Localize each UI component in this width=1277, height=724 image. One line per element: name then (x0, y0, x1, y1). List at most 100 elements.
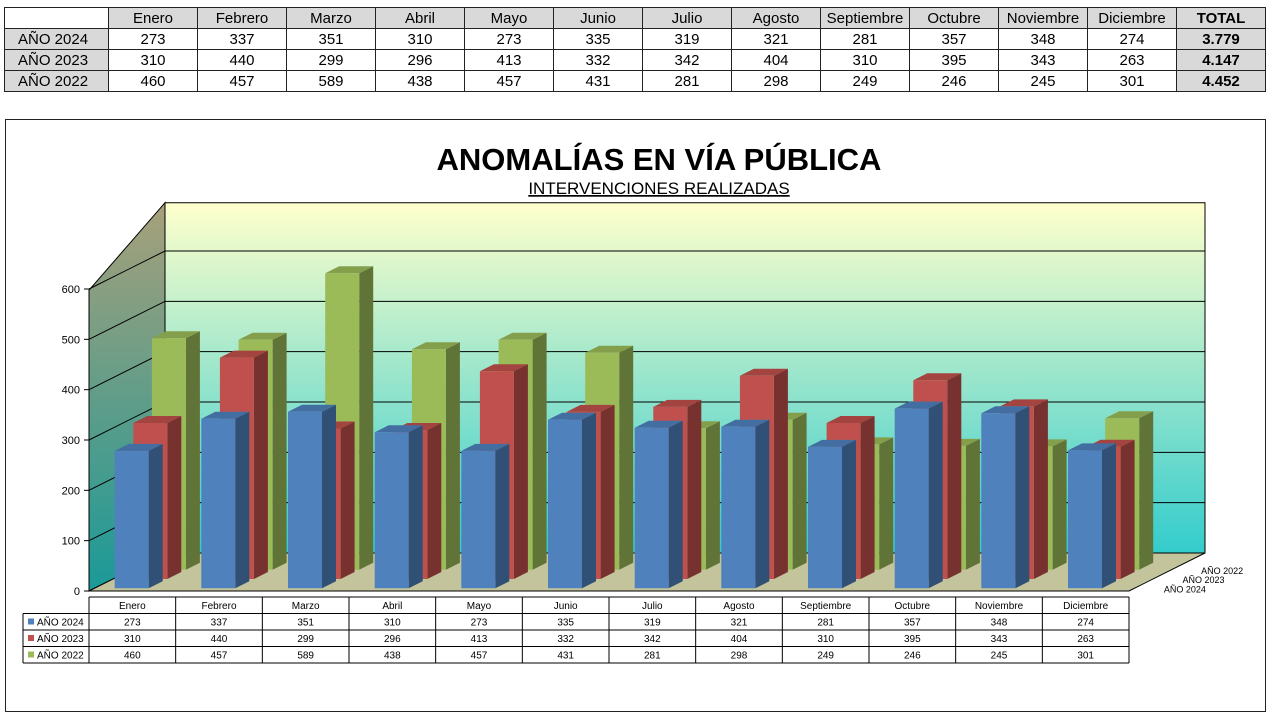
x-tick-label: Mayo (467, 601, 492, 612)
table-cell: 273 (108, 28, 198, 50)
bar (981, 413, 1016, 589)
table-cell: 589 (286, 70, 376, 92)
legend-label: AÑO 2023 (37, 632, 84, 645)
table-cell: 245 (998, 70, 1088, 92)
header-month: Junio (553, 7, 643, 29)
data-label: 337 (211, 618, 228, 629)
data-label: 310 (384, 618, 401, 629)
bar-side (408, 425, 423, 589)
bar-side (322, 404, 336, 589)
bar-top (894, 401, 943, 409)
table-row: AÑO 2023 310 440 299 296 413 332 342 404 310 395 34… (4, 49, 1266, 71)
data-label: 460 (124, 651, 141, 662)
bar-top (999, 399, 1048, 407)
bar-side (272, 332, 287, 570)
corner-cell (4, 7, 109, 29)
data-label: 296 (384, 634, 401, 645)
table-cell: 404 (731, 49, 821, 71)
gridline (88, 300, 1205, 340)
bar-top (826, 416, 875, 423)
table-cell: 348 (998, 28, 1088, 50)
bar (721, 426, 756, 589)
bar-side (1033, 399, 1048, 579)
bar-side (928, 401, 943, 589)
bar-side (773, 368, 788, 579)
x-tick-label: Marzo (292, 601, 320, 612)
bar-side (582, 412, 596, 589)
data-label: 457 (471, 651, 488, 662)
y-tick-label: 400 (62, 385, 80, 397)
table-cell: 273 (464, 28, 554, 50)
bar-side (1015, 406, 1030, 589)
legend-key (28, 651, 34, 658)
bar-side (427, 423, 442, 579)
bar (1068, 450, 1102, 589)
data-label: 281 (644, 651, 661, 662)
data-label: 351 (297, 618, 314, 629)
bar (201, 418, 236, 589)
data-label: 457 (211, 651, 228, 662)
bar-top (374, 425, 423, 433)
table-cell: 335 (553, 28, 643, 50)
gridline (88, 250, 1205, 290)
bar-top (133, 416, 182, 423)
bar-top (238, 332, 287, 340)
header-month: Agosto (731, 7, 821, 29)
data-label: 404 (731, 634, 748, 645)
header-month: Septiembre (820, 7, 910, 29)
table-cell: 343 (998, 49, 1088, 71)
data-label: 413 (471, 634, 488, 645)
bar (288, 411, 322, 589)
x-tick-label: Noviembre (975, 601, 1024, 612)
y-tick-label: 300 (62, 435, 80, 447)
data-label: 298 (731, 651, 748, 662)
header-month: Abril (375, 7, 465, 29)
bar-side (600, 404, 615, 579)
header-month: Julio (642, 7, 732, 29)
bar-side (1139, 411, 1154, 570)
table-cell: 438 (375, 70, 465, 92)
bar-side (842, 439, 856, 589)
table-cell: 274 (1087, 28, 1177, 50)
bar-top (1105, 411, 1154, 419)
data-label: 263 (1077, 634, 1094, 645)
y-tick-label: 200 (62, 485, 80, 497)
bar-top (721, 419, 770, 427)
bar (894, 408, 929, 589)
table-cell: 249 (820, 70, 910, 92)
data-label: 246 (904, 651, 921, 662)
data-label: 299 (297, 634, 314, 645)
bar-top (913, 373, 962, 381)
bar-top (201, 411, 250, 419)
table-cell: 310 (820, 49, 910, 71)
data-label: 321 (731, 618, 748, 629)
data-label: 343 (991, 634, 1008, 645)
table-row: AÑO 2022 460 457 589 438 457 431 281 298 249 246 24… (4, 70, 1266, 92)
table-cell: 298 (731, 70, 821, 92)
data-label: 245 (991, 651, 1008, 662)
bar-side (755, 419, 770, 589)
legend-key (28, 635, 34, 641)
x-tick-label: Agosto (723, 601, 755, 612)
header-month: Mayo (464, 7, 554, 29)
bar-side (148, 443, 163, 589)
bar-side (860, 416, 875, 579)
row-label: AÑO 2023 (4, 49, 109, 71)
table-cell: 299 (286, 49, 376, 71)
data-label: 319 (644, 618, 661, 629)
data-label: 301 (1077, 651, 1094, 662)
table-cell: 457 (197, 70, 287, 92)
data-table: Enero Febrero Marzo Abril Mayo Junio Julio Agos… (22, 596, 1130, 664)
data-label: 589 (297, 651, 314, 662)
table-cell: 310 (108, 49, 198, 71)
legend-key (28, 618, 34, 625)
data-label: 273 (471, 618, 488, 629)
table-cell: 296 (375, 49, 465, 71)
bar-top (461, 443, 510, 451)
data-label: 342 (644, 634, 661, 645)
data-label: 332 (557, 634, 574, 645)
table-cell: 337 (197, 28, 287, 50)
header-month: Diciembre (1087, 7, 1177, 29)
bar-side (879, 437, 894, 570)
